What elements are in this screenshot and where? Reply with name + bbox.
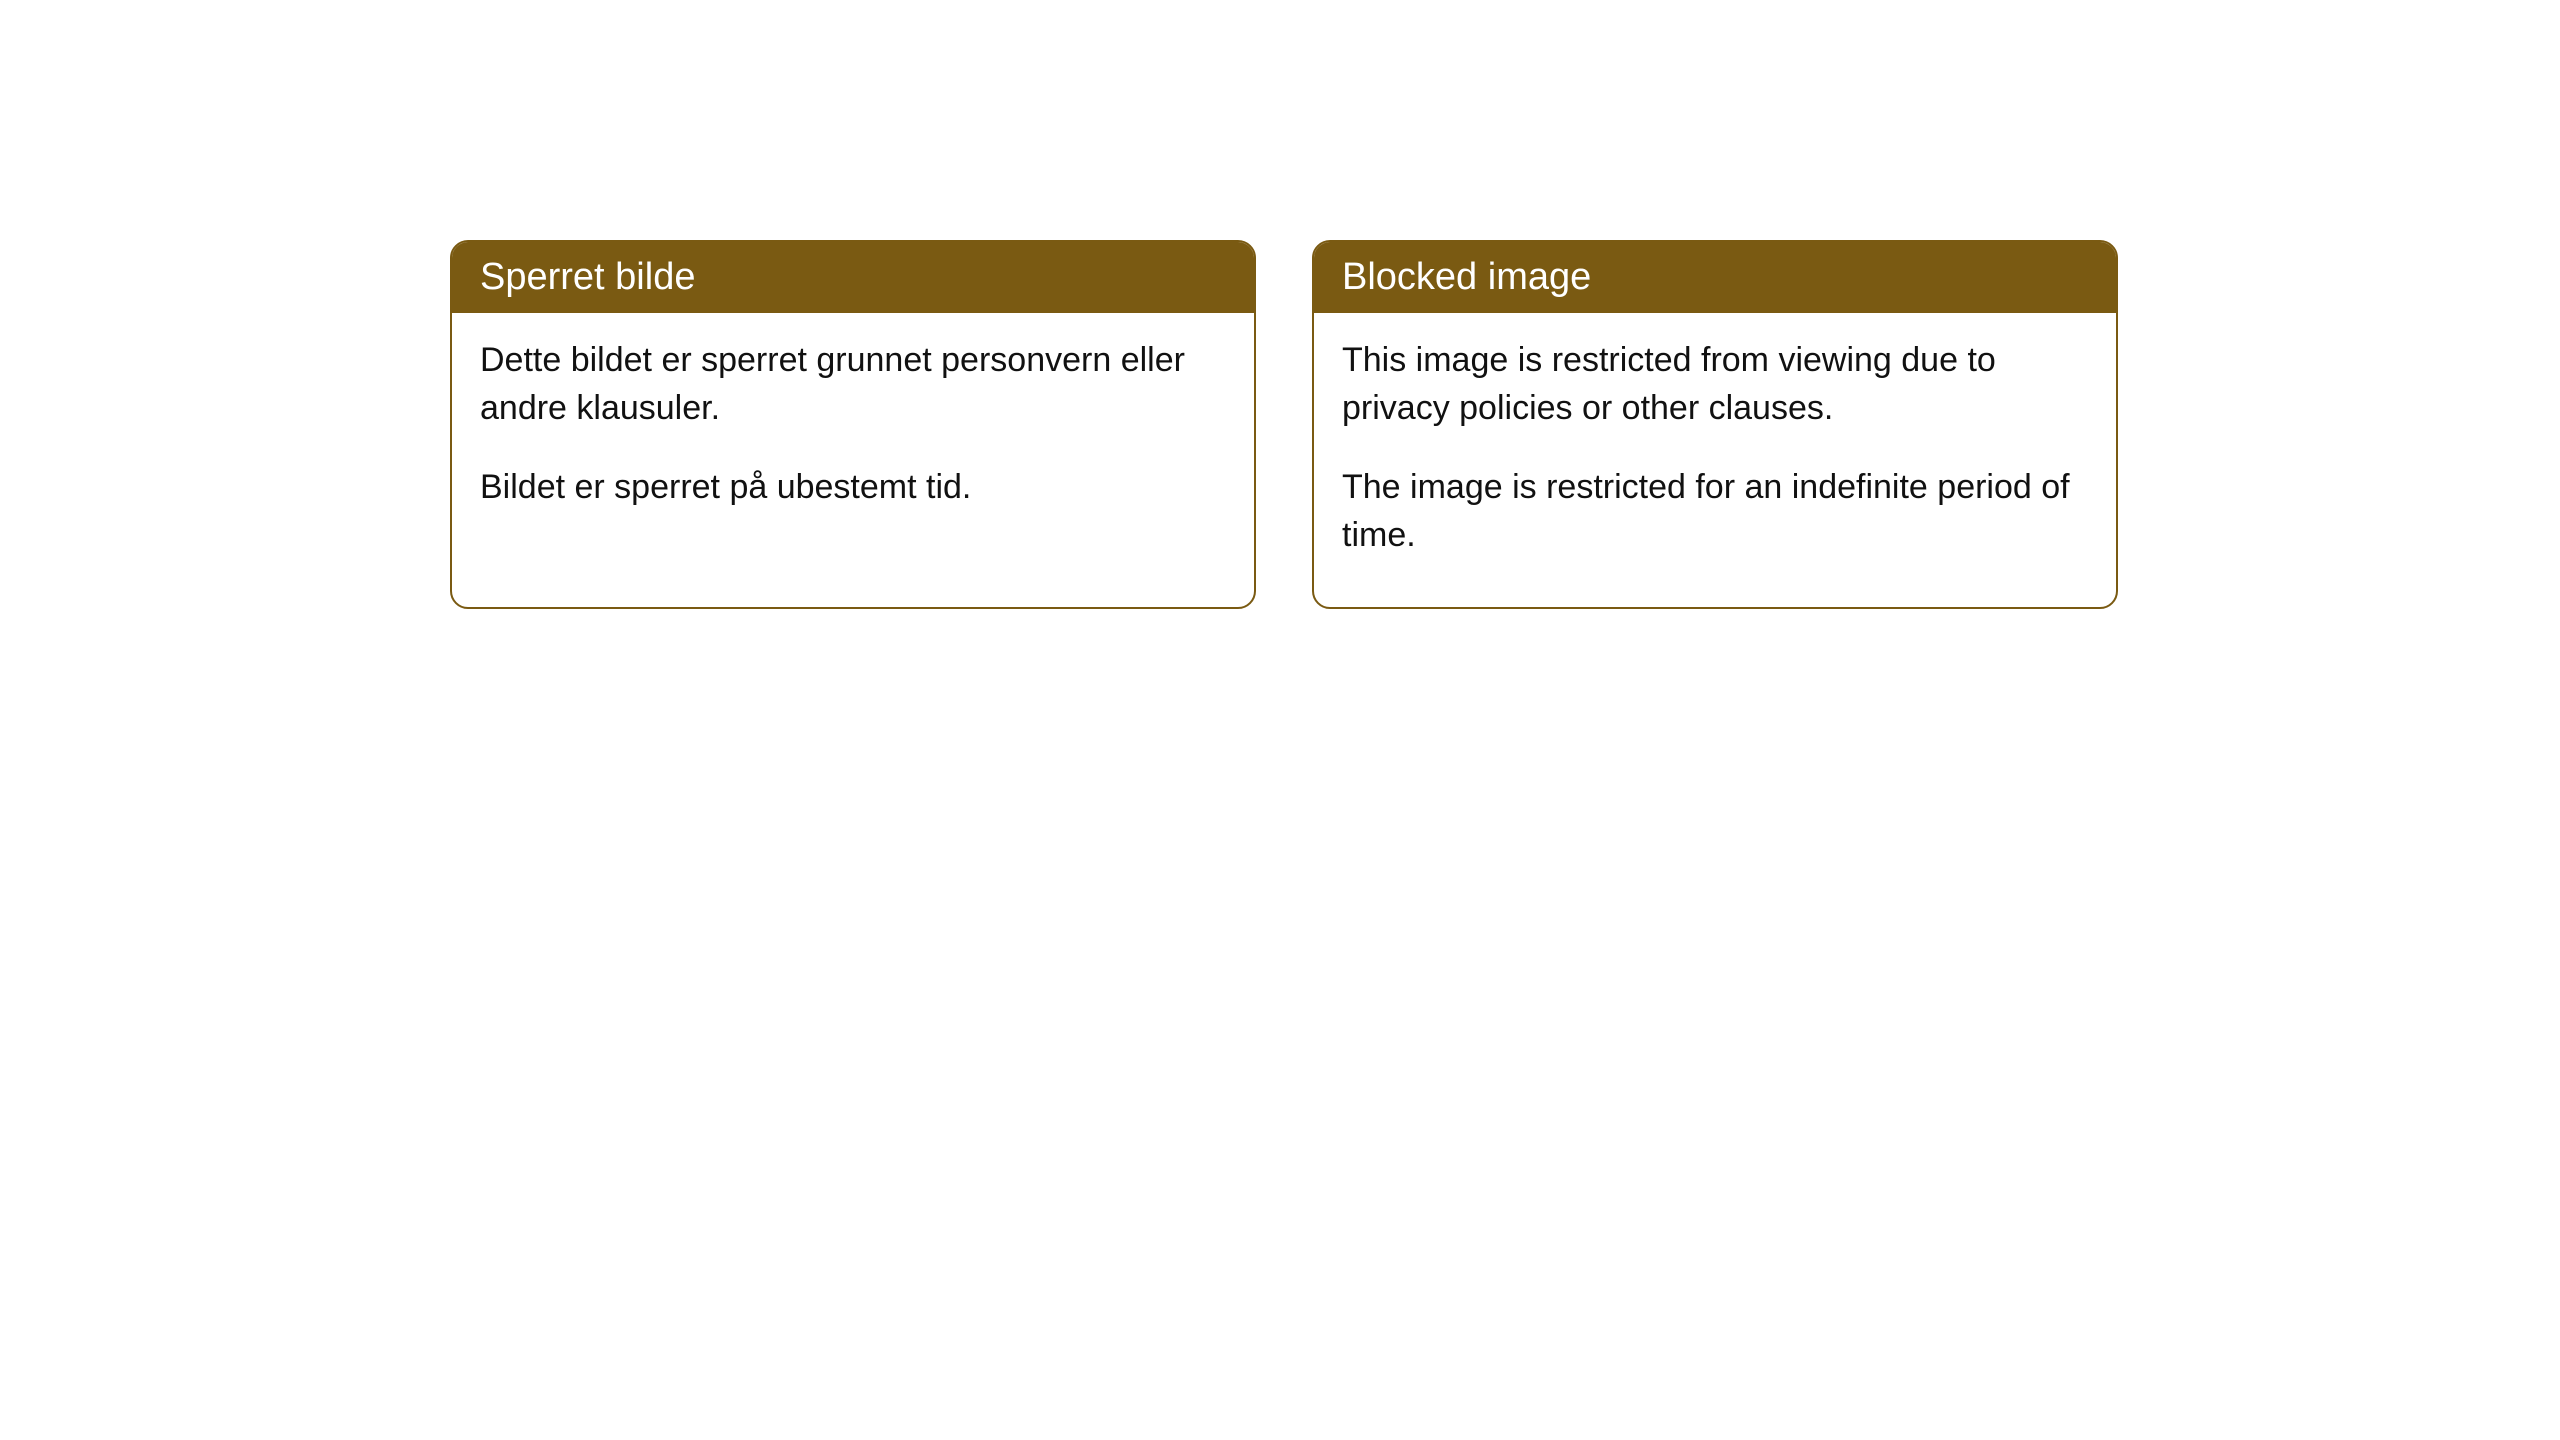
card-header-english: Blocked image [1314, 242, 2116, 313]
notice-card-norwegian: Sperret bilde Dette bildet er sperret gr… [450, 240, 1256, 609]
card-header-norwegian: Sperret bilde [452, 242, 1254, 313]
notice-card-english: Blocked image This image is restricted f… [1312, 240, 2118, 609]
card-paragraph-2: The image is restricted for an indefinit… [1342, 464, 2088, 559]
card-paragraph-1: This image is restricted from viewing du… [1342, 337, 2088, 432]
card-paragraph-2: Bildet er sperret på ubestemt tid. [480, 464, 1226, 512]
notice-cards-container: Sperret bilde Dette bildet er sperret gr… [450, 240, 2560, 609]
card-title: Sperret bilde [480, 256, 695, 298]
card-paragraph-1: Dette bildet er sperret grunnet personve… [480, 337, 1226, 432]
card-body-norwegian: Dette bildet er sperret grunnet personve… [452, 313, 1254, 560]
card-title: Blocked image [1342, 256, 1591, 298]
card-body-english: This image is restricted from viewing du… [1314, 313, 2116, 607]
